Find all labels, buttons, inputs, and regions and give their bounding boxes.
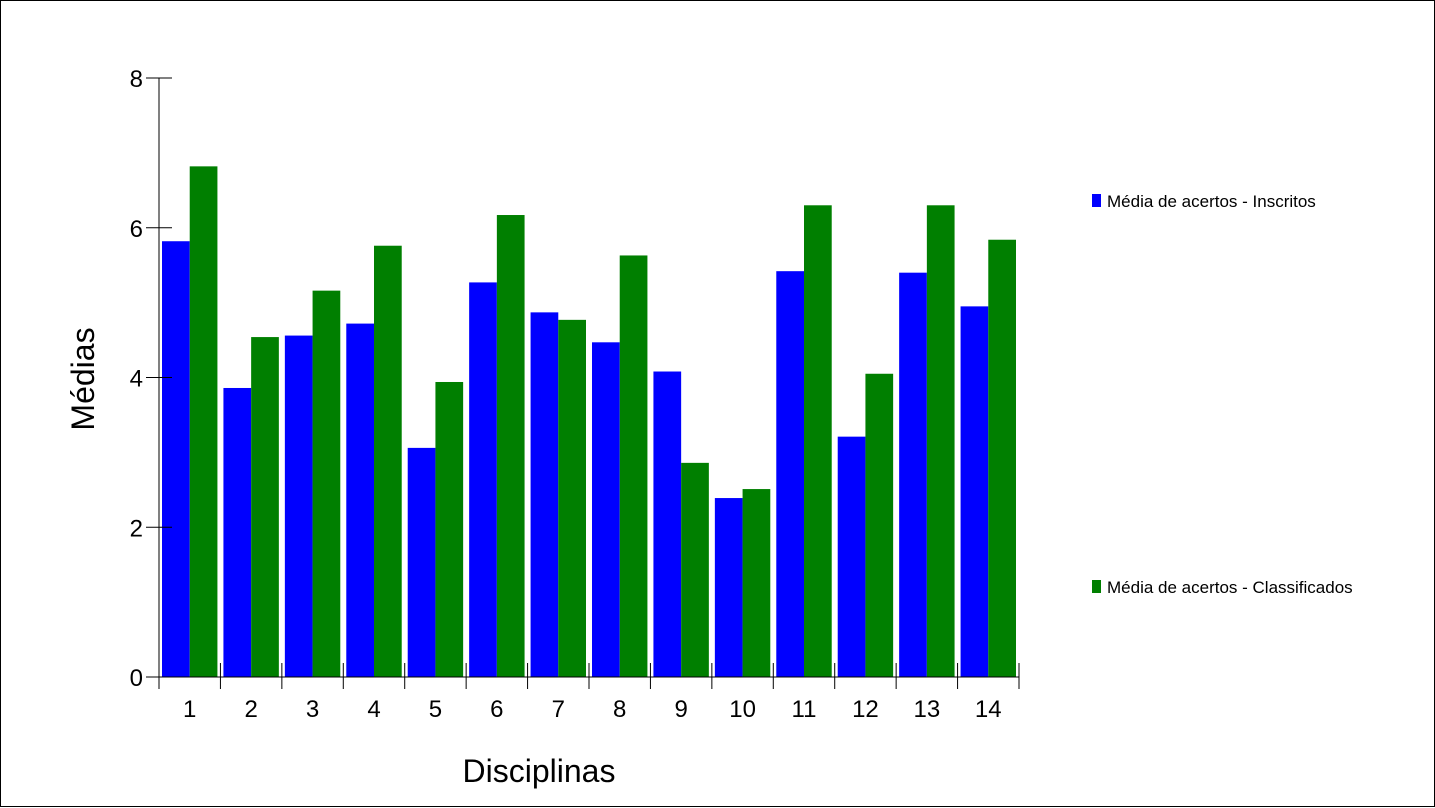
bar-s2-11	[804, 205, 832, 677]
x-tick-label-8: 8	[613, 696, 626, 723]
y-tick-label-6: 6	[130, 216, 143, 243]
x-tick-label-4: 4	[367, 696, 380, 723]
x-tick-label-10: 10	[729, 696, 756, 723]
bars-layer	[162, 166, 1016, 677]
x-tick-label-9: 9	[674, 696, 687, 723]
y-tick-label-0: 0	[130, 665, 143, 692]
bar-s1-4	[346, 324, 374, 677]
bar-s1-7	[531, 312, 559, 677]
bar-s2-7	[558, 320, 586, 677]
bar-s2-8	[620, 255, 648, 677]
y-tick-label-8: 8	[130, 66, 143, 93]
x-tick-label-7: 7	[552, 696, 565, 723]
bar-s1-6	[469, 282, 497, 677]
legend-swatch-1	[1092, 194, 1101, 207]
x-tick-label-13: 13	[914, 696, 941, 723]
x-tick-label-11: 11	[792, 696, 817, 723]
bar-s1-11	[776, 271, 804, 677]
x-tick-label-5: 5	[429, 696, 442, 723]
x-tick-label-3: 3	[306, 696, 319, 723]
y-axis-title: Médias	[65, 327, 101, 430]
x-tick-label-12: 12	[852, 696, 879, 723]
bar-s1-5	[408, 448, 436, 677]
bar-s2-3	[313, 291, 341, 677]
bar-s1-9	[653, 372, 681, 677]
bar-s1-8	[592, 342, 620, 677]
bar-s2-10	[743, 489, 771, 677]
x-tick-label-14: 14	[975, 696, 1002, 723]
x-tick-label-2: 2	[244, 696, 257, 723]
y-tick-label-2: 2	[130, 515, 143, 542]
bar-s2-6	[497, 215, 525, 677]
bar-s2-13	[927, 205, 955, 677]
bar-s2-9	[681, 463, 709, 677]
x-tick-label-1: 1	[183, 696, 196, 723]
bar-s1-12	[838, 437, 866, 677]
bar-s1-2	[223, 388, 251, 677]
x-tick-label-6: 6	[490, 696, 503, 723]
bar-s1-14	[961, 306, 989, 677]
y-tick-label-4: 4	[130, 366, 143, 393]
legend-label-1: Média de acertos - Inscritos	[1107, 192, 1316, 211]
legend-label-2: Média de acertos - Classificados	[1107, 578, 1353, 597]
legend-swatch-2	[1092, 580, 1101, 593]
bar-s2-2	[251, 337, 279, 677]
bar-s2-4	[374, 246, 402, 677]
legend: Média de acertos - Inscritos Média de ace…	[1092, 192, 1353, 597]
bar-s2-12	[865, 374, 893, 677]
x-axis-title: Disciplinas	[463, 753, 616, 789]
bar-s2-1	[190, 166, 218, 677]
bar-s1-13	[899, 273, 927, 677]
bar-s1-3	[285, 336, 313, 677]
bar-s2-14	[988, 240, 1016, 677]
bar-s2-5	[435, 382, 463, 677]
bar-s1-1	[162, 241, 190, 677]
bar-s1-10	[715, 498, 743, 677]
